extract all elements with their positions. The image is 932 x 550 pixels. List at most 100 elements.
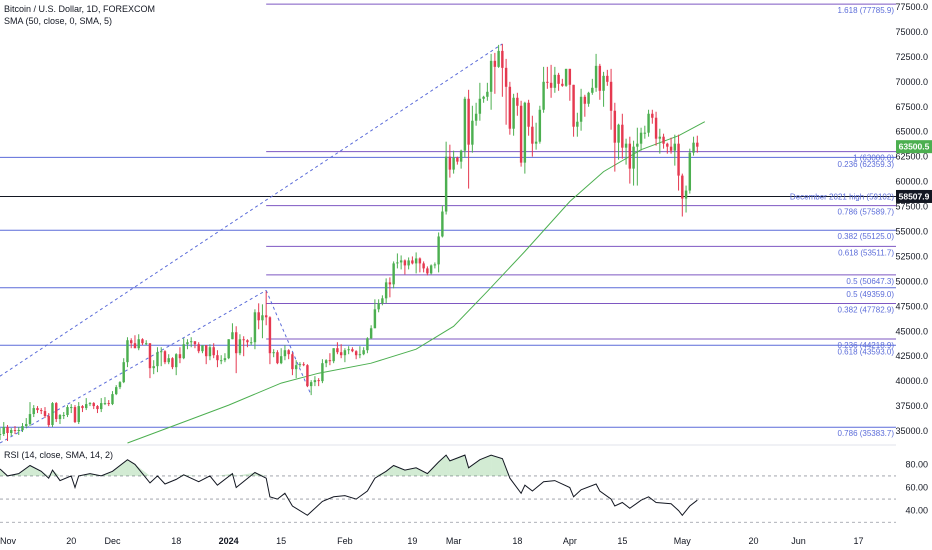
candle-body: [497, 50, 500, 67]
candle: [444, 141, 448, 215]
fib-labels: 1.618 (77785.9) 1 (63000.0)0.236 (62359.3…: [790, 6, 894, 438]
candle-body: [444, 156, 448, 212]
candle: [126, 337, 129, 368]
candle: [598, 63, 602, 100]
rsi-overbought-fill: [29, 465, 42, 476]
candle-body: [70, 407, 73, 409]
price-tick-label: 67500.0: [895, 102, 928, 112]
candle-body: [186, 342, 189, 345]
rsi-axis: 80.00 60.00 40.00: [905, 459, 928, 515]
candle-body: [561, 83, 564, 86]
candle: [81, 405, 84, 413]
candle-body: [10, 430, 13, 434]
candle-body: [73, 407, 77, 423]
price-badge-label: 58507.9: [899, 191, 930, 201]
candle-body: [602, 75, 605, 91]
candle-body: [448, 156, 452, 170]
candle-body: [381, 298, 384, 304]
candle: [576, 112, 579, 137]
candle: [418, 257, 422, 273]
candle-body: [628, 143, 632, 169]
candle-body: [437, 236, 440, 265]
rsi-pane: [0, 444, 896, 523]
candle-body: [216, 355, 219, 361]
candle: [497, 44, 500, 68]
candle: [208, 344, 212, 361]
candle: [129, 338, 133, 349]
candle: [328, 353, 332, 366]
candle-body: [459, 150, 463, 162]
time-axis[interactable]: Nov 20 Dec 18 2024 15 Feb 19 Mar 18 Apr 15 May 20 Jun 1…: [0, 536, 864, 546]
legend-title: Bitcoin / U.S. Dollar, 1D, FOREXCOM: [4, 4, 156, 14]
candle-body: [294, 365, 298, 370]
candle: [474, 102, 478, 126]
candle-body: [66, 407, 69, 416]
price-badge: 58507.9: [896, 189, 932, 203]
candle-body: [268, 317, 272, 354]
price-badge-bg: [896, 189, 932, 203]
fib-label: 0.5 (50647.3): [846, 277, 894, 286]
time-tick-label: 18: [512, 536, 522, 546]
candle: [40, 408, 43, 415]
candle: [171, 357, 174, 370]
price-axis[interactable]: 77500.0 75000.0 72500.0 70000.0 67500.0 65000…: [895, 2, 928, 436]
candle-body: [501, 50, 504, 68]
candle: [189, 337, 193, 348]
candle: [0, 428, 2, 441]
candle: [433, 262, 437, 269]
candle: [212, 343, 215, 359]
candle-body: [111, 394, 114, 405]
candle: [632, 140, 635, 186]
candle-body: [264, 315, 268, 318]
fib-label: December 2021 high (59102): [790, 193, 894, 202]
candle-body: [313, 380, 317, 383]
candle: [403, 259, 407, 275]
candle: [178, 347, 182, 364]
candle: [549, 64, 553, 98]
candle-body: [197, 344, 200, 352]
fib-label: 0.236 (44218.9): [838, 341, 895, 350]
candle-body: [546, 81, 549, 83]
price-tick-label: 50000.0: [895, 276, 928, 286]
candle-body: [456, 157, 459, 162]
candle: [606, 69, 609, 86]
candle-body: [309, 382, 313, 387]
candle-body: [508, 86, 512, 129]
candle-body: [677, 143, 680, 176]
candle-body: [58, 415, 62, 420]
candle-body: [193, 341, 197, 345]
candle: [47, 413, 50, 428]
fib-label: 0.5 (49359.0): [846, 290, 894, 299]
candle-body: [85, 404, 88, 409]
time-tick-label: 18: [171, 536, 181, 546]
candle: [32, 405, 35, 418]
candle-body: [482, 96, 485, 99]
candle-body: [384, 282, 388, 299]
candle-body: [489, 60, 493, 92]
horizontal-lines: [0, 3, 896, 428]
candle: [568, 68, 572, 101]
candle: [167, 354, 170, 365]
candle-body: [234, 332, 238, 354]
candle-body: [17, 430, 20, 432]
candle: [377, 299, 380, 313]
candle-body: [242, 339, 245, 341]
candle-body: [148, 343, 152, 369]
candle: [55, 402, 58, 423]
candle: [174, 353, 178, 376]
price-tick-label: 55000.0: [895, 226, 928, 236]
candle-body: [283, 350, 287, 357]
candle: [6, 425, 9, 442]
candle-body: [343, 350, 347, 356]
candle: [186, 339, 189, 350]
candle: [456, 156, 459, 165]
candle: [459, 149, 463, 169]
candle-body: [549, 82, 553, 88]
candle-body: [317, 380, 320, 382]
candle: [426, 266, 429, 276]
candles: [0, 43, 699, 442]
candle-body: [576, 121, 579, 127]
candle: [381, 295, 384, 306]
candle: [482, 95, 485, 103]
